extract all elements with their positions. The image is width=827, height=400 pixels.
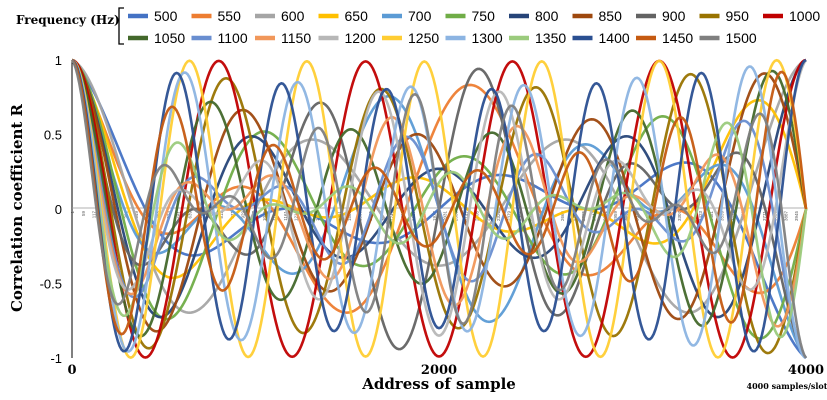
series-line-950 xyxy=(71,58,808,355)
legend-items: 500 550 600 650 700 750 800 850 900 950 1000 1050 11… xyxy=(128,8,820,46)
legend-label-1250: 1250 xyxy=(408,30,439,46)
legend: Frequency (Hz) 500 550 600 650 700 750 800 850 9… xyxy=(16,7,820,46)
legend-label-1100: 1100 xyxy=(218,30,248,46)
x-major-tick-labels: 0 2000 4000 xyxy=(67,363,824,378)
x-tick-label: 0 xyxy=(67,363,76,378)
x-minor-tick-label: 3539 xyxy=(719,211,724,222)
legend-label-1000: 1000 xyxy=(789,8,820,24)
legend-label-1400: 1400 xyxy=(599,30,630,46)
legend-label-500: 500 xyxy=(154,8,178,24)
x-minor-tick-label: 2321 xyxy=(496,211,501,222)
x-minor-tick-label: 3597 xyxy=(730,211,735,222)
x-minor-tick-label: 871 xyxy=(230,211,235,219)
series-line-850 xyxy=(71,58,808,333)
x-minor-tick-label: 1277 xyxy=(304,211,309,222)
x-minor-tick-label: 639 xyxy=(187,211,192,219)
x-minor-tick-label: 59 xyxy=(81,211,86,217)
series-line-1500 xyxy=(70,59,808,359)
legend-label-1350: 1350 xyxy=(535,30,566,46)
x-minor-tick-label: 2379 xyxy=(507,211,512,222)
x-minor-tick-label: 523 xyxy=(166,211,171,219)
x-minor-tick-label: 1741 xyxy=(389,211,394,222)
x-minor-tick-label: 3075 xyxy=(634,211,639,222)
x-minor-tick-label: 581 xyxy=(177,211,182,219)
series-line-800 xyxy=(71,58,807,319)
x-tick-label: 2000 xyxy=(421,363,457,378)
x-axis-label: Address of sample xyxy=(361,375,516,393)
series-line-550 xyxy=(70,59,808,314)
legend-label-1200: 1200 xyxy=(345,30,376,46)
legend-label-700: 700 xyxy=(408,8,432,24)
x-minor-tick-label: 3887 xyxy=(783,211,788,222)
x-minor-tick-label: 1509 xyxy=(347,211,352,222)
legend-label-750: 750 xyxy=(472,8,496,24)
legend-bracket xyxy=(118,7,124,45)
x-minor-tick-label: 929 xyxy=(240,211,245,219)
legend-label-1300: 1300 xyxy=(472,30,503,46)
series-line-1200 xyxy=(70,59,808,337)
y-tick-label: 0 xyxy=(55,202,62,217)
x-minor-tick-label: 2669 xyxy=(560,211,565,222)
x-minor-tick-label: 3423 xyxy=(698,211,703,222)
x-minor-tick-label: 1161 xyxy=(283,211,288,221)
x-minor-tick-label: 1 xyxy=(70,211,75,214)
series-line-1400 xyxy=(71,58,807,353)
legend-label-950: 950 xyxy=(726,8,750,24)
series-line-650 xyxy=(71,59,808,280)
legend-label-650: 650 xyxy=(345,8,369,24)
x-minor-tick-label: 3307 xyxy=(677,211,682,222)
series-line-1350 xyxy=(70,59,808,339)
series-line-1050 xyxy=(71,58,808,338)
legend-label-900: 900 xyxy=(662,8,686,24)
x-minor-tick-label: 117 xyxy=(91,211,96,219)
legend-label-1450: 1450 xyxy=(662,30,693,46)
x-minor-tick-label: 813 xyxy=(219,211,224,219)
y-tick-label: -1 xyxy=(50,351,62,366)
legend-label-1500: 1500 xyxy=(726,30,757,46)
legend-label-1150: 1150 xyxy=(281,30,311,46)
x-minor-tick-label: 2031 xyxy=(443,211,448,222)
legend-title: Frequency (Hz) xyxy=(16,13,120,27)
y-tick-label: 0.5 xyxy=(44,128,62,143)
series-lines xyxy=(70,58,808,360)
series-line-1450 xyxy=(71,59,808,336)
y-ticks: 1 0.5 0 -0.5 -1 xyxy=(40,53,62,366)
series-line-1250 xyxy=(71,58,808,359)
x-minor-tick-label: 1045 xyxy=(262,211,267,222)
legend-label-1050: 1050 xyxy=(154,30,185,46)
legend-label-550: 550 xyxy=(218,8,242,24)
x-tick-label: 4000 xyxy=(788,363,824,378)
x-minor-tick-label: 465 xyxy=(155,211,160,219)
x-minor-tick-label: 1973 xyxy=(432,211,437,222)
legend-label-800: 800 xyxy=(535,8,559,24)
legend-label-600: 600 xyxy=(281,8,305,24)
y-axis-label: Correlation coefficient R xyxy=(8,103,26,312)
series-line-600 xyxy=(71,58,807,314)
x-minor-tick-label: 2959 xyxy=(613,211,618,222)
y-tick-label: 1 xyxy=(55,53,62,68)
x-minor-tick-label: 3771 xyxy=(762,211,767,222)
x-minor-tick-label: 349 xyxy=(134,211,139,219)
x-minor-tick-label: 3945 xyxy=(794,211,799,222)
y-tick-label: -0.5 xyxy=(40,277,62,292)
x-minor-tick-label: 2147 xyxy=(464,211,469,222)
legend-label-850: 850 xyxy=(599,8,623,24)
x-axis-note: 4000 samples/slot xyxy=(747,381,827,391)
x-minor-tick-label: 1219 xyxy=(294,211,299,222)
